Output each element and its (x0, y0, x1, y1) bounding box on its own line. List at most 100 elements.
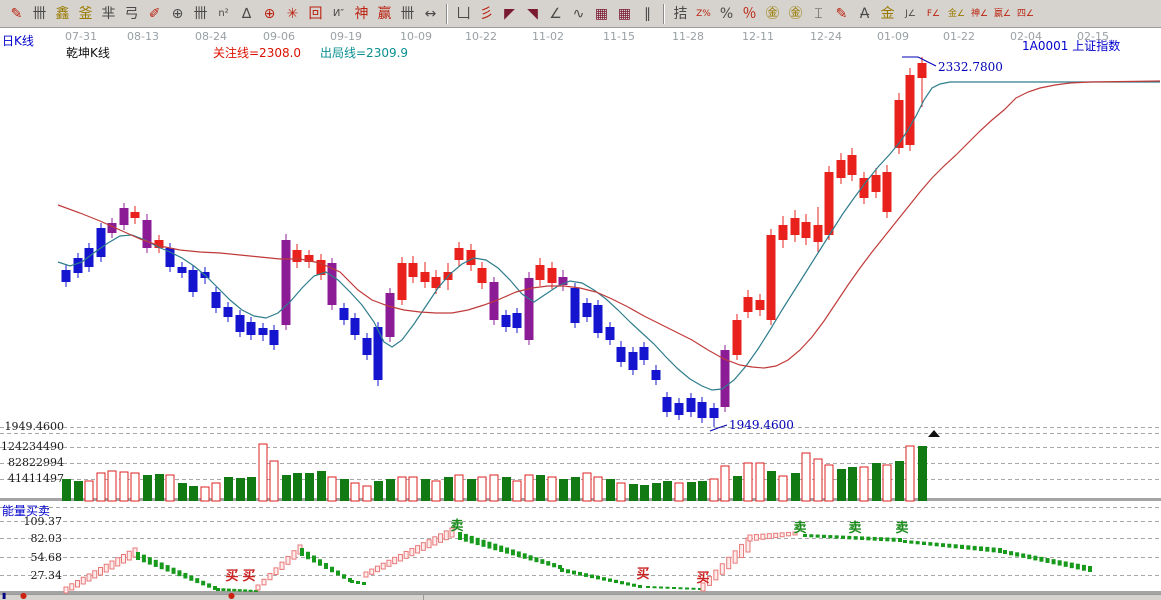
volume-bar-up (536, 475, 545, 501)
indicator-bar-pink (792, 531, 798, 536)
panel2-title[interactable]: 能量买卖 (2, 504, 51, 518)
gold-circle2-icon[interactable]: ㊎ (788, 5, 803, 22)
buy-sell-marker: 卖 (793, 520, 806, 536)
candle-body (628, 352, 638, 370)
candle-body (96, 228, 106, 257)
percent-icon[interactable]: % (719, 5, 734, 22)
ma-short-line (57, 81, 1160, 391)
gauge-icon[interactable]: ⊕ (171, 5, 184, 22)
gann-fan2-icon[interactable]: ◥ (527, 5, 538, 22)
gann-grid-icon[interactable]: ▦ (594, 5, 609, 22)
indicator-bar-green (638, 585, 642, 588)
indicator-bar-pink (86, 573, 92, 582)
shen-angle-icon[interactable]: 神∠ (970, 8, 989, 19)
volume-bar-up (872, 463, 881, 501)
pane-separator[interactable] (0, 498, 1161, 501)
indicator-axis-label: 54.68 (30, 551, 63, 564)
ying-angle-icon[interactable]: 嬴∠ (993, 8, 1012, 19)
buy-sell-marker: 买 (225, 569, 238, 584)
symbol-label[interactable]: 1A0001 上证指数 (1022, 39, 1121, 53)
gold-circle-icon[interactable]: ㊎ (765, 5, 780, 22)
brush-red2-icon[interactable]: ✐ (148, 5, 161, 22)
crosshair-red-icon[interactable]: ⊕ (263, 5, 276, 22)
pane-separator[interactable] (0, 591, 1161, 594)
spiral-red-icon[interactable]: 回 (308, 5, 323, 22)
percent-zone-icon[interactable]: Z% (696, 8, 711, 19)
f-angle-icon[interactable]: F∠ (926, 8, 941, 19)
si-angle-icon[interactable]: 四∠ (1016, 8, 1035, 19)
date-axis-label: 07-31 (65, 30, 97, 43)
candle-body (616, 347, 626, 362)
indicator-bar-green (841, 535, 845, 539)
angle-lines-icon[interactable]: ∠ (549, 5, 562, 22)
gold-stamp-icon[interactable]: 鑫 (55, 5, 70, 22)
indicator-bar-pink (449, 527, 455, 538)
pane-icon[interactable]: ▮ (2, 591, 7, 600)
indicator-bar-pink (706, 576, 712, 586)
az-strike-icon[interactable]: A̶ (859, 5, 870, 22)
volume-bar-up (224, 477, 233, 501)
fence-grid-icon[interactable]: 卌 (400, 5, 415, 22)
date-axis-label: 10-09 (400, 30, 432, 43)
scroll-position-marker[interactable] (928, 430, 940, 437)
volume-bar-down (801, 452, 811, 502)
indicator-bar-pink (409, 548, 415, 557)
status-bar[interactable]: ▮ ● ● (0, 591, 1161, 600)
percent-line-icon[interactable]: ％ (742, 5, 757, 22)
grid-lines-icon[interactable]: 卌 (32, 5, 47, 22)
indicator-bar-green (330, 566, 334, 573)
indicator-bar-green (572, 570, 576, 575)
gold-stamp2-icon[interactable]: 釜 (78, 5, 93, 22)
grid-lines2-icon[interactable]: 卌 (193, 5, 208, 22)
indicator-bar-green (998, 548, 1002, 553)
wave-quote-icon[interactable]: И″ (332, 7, 345, 19)
flag-tool-icon[interactable]: ∆ (241, 5, 252, 22)
volume-bar-up (340, 479, 349, 501)
bow-tool-icon[interactable]: 弓 (124, 5, 139, 22)
volume-bar-up (293, 473, 302, 501)
note-flag-icon[interactable]: ⌶ (814, 5, 823, 22)
gann-fan-icon[interactable]: ◤ (504, 5, 515, 22)
record-red2-icon[interactable]: ● (228, 591, 235, 600)
gann-grid2-icon[interactable]: ▦ (617, 5, 632, 22)
starburst-red-icon[interactable]: ✳ (286, 5, 299, 22)
indicator-bar-green (822, 534, 826, 538)
volume-bar-up (467, 479, 476, 501)
candle-body (662, 397, 672, 412)
f-ruler-icon[interactable]: 芈 (101, 5, 116, 22)
box-select-icon[interactable]: 凵 (456, 5, 471, 22)
measure-list-icon[interactable]: 拮 (673, 5, 688, 22)
record-red-icon[interactable]: ● (20, 591, 27, 600)
brush-red-icon[interactable]: ✎ (10, 5, 23, 22)
volume-bar-up (317, 471, 326, 501)
indicator-bar-pink (115, 557, 121, 567)
indicator-name-label[interactable]: 乾坤K线 (66, 46, 110, 60)
gold-line-icon[interactable]: 金 (880, 5, 895, 22)
indicator-bar-green (578, 571, 582, 576)
indicator-bar-green (324, 563, 328, 569)
n-squared-icon[interactable]: n² (218, 7, 229, 19)
indicator-bar-pink (432, 536, 438, 546)
ying-red-icon[interactable]: 赢 (377, 5, 392, 22)
volume-bar-down (327, 476, 337, 502)
volume-bar-up (571, 477, 580, 501)
shen-red-icon[interactable]: 神 (354, 5, 369, 22)
zigzag-icon[interactable]: ∿ (572, 5, 585, 22)
gold-angle-icon[interactable]: 金∠ (947, 8, 966, 19)
j-angle-icon[interactable]: J∠ (905, 8, 916, 19)
indicator-bar-green (171, 567, 176, 574)
candle-body (246, 322, 256, 335)
volume-bar-up (848, 467, 857, 501)
width-arrows-icon[interactable]: ↔ (424, 5, 437, 22)
ray-fan-red-icon[interactable]: 彡 (479, 5, 494, 22)
pane-divider[interactable] (423, 595, 424, 600)
indicator-bar-green (1003, 550, 1007, 554)
indicator-bar-green (915, 541, 920, 545)
indicator-bar-green (177, 570, 182, 577)
volume-bar-down (824, 464, 834, 502)
parallel-lines-icon[interactable]: ∥ (644, 5, 651, 22)
volume-bar-up (305, 473, 314, 501)
brush-red3-icon[interactable]: ✎ (835, 5, 848, 22)
period-label[interactable]: 日K线 (2, 34, 34, 48)
